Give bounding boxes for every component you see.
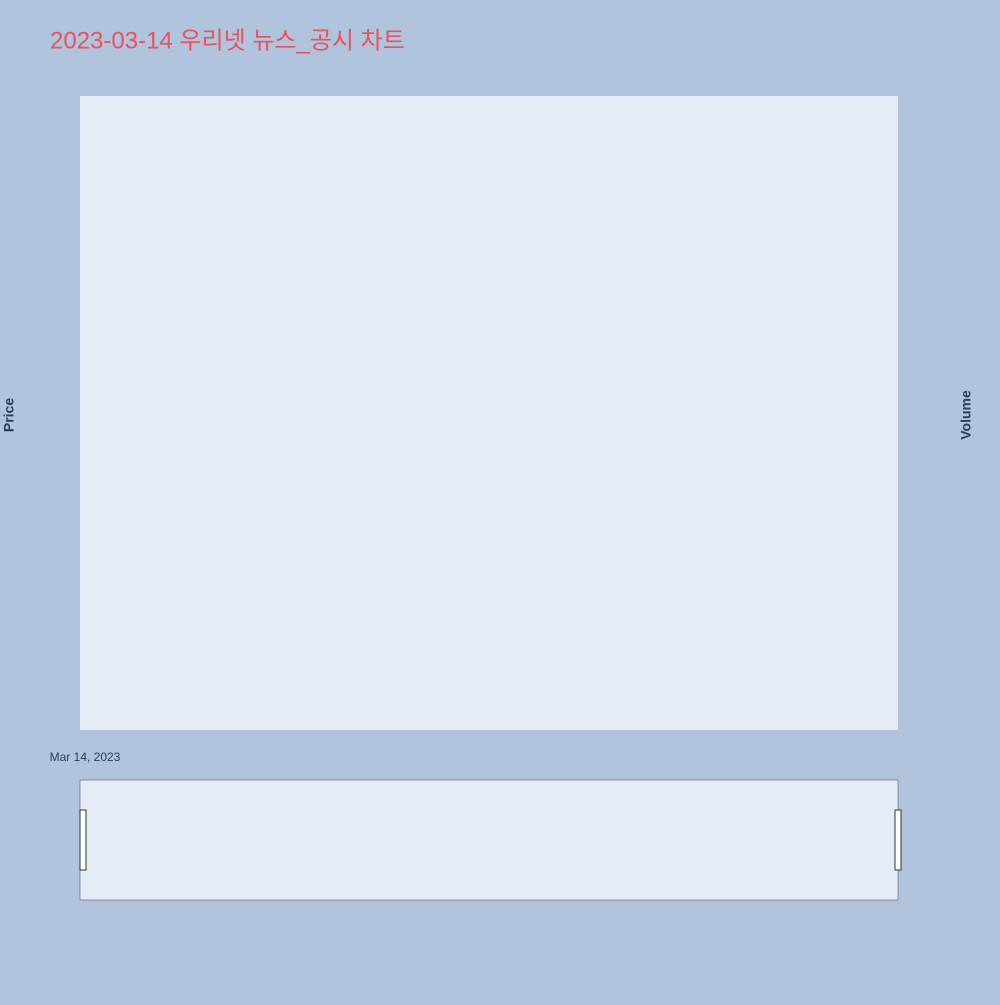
range-slider[interactable] bbox=[79, 779, 899, 901]
y-axis-title: Price bbox=[1, 398, 17, 432]
y2-axis-title: Volume bbox=[958, 390, 974, 440]
plot-area bbox=[80, 96, 898, 730]
chart-title: 2023-03-14 우리넷 뉴스_공시 차트 bbox=[50, 27, 405, 54]
slider-handle-right[interactable] bbox=[894, 809, 902, 871]
x-date-label: Mar 14, 2023 bbox=[50, 750, 121, 764]
slider-handle-left[interactable] bbox=[79, 809, 87, 871]
